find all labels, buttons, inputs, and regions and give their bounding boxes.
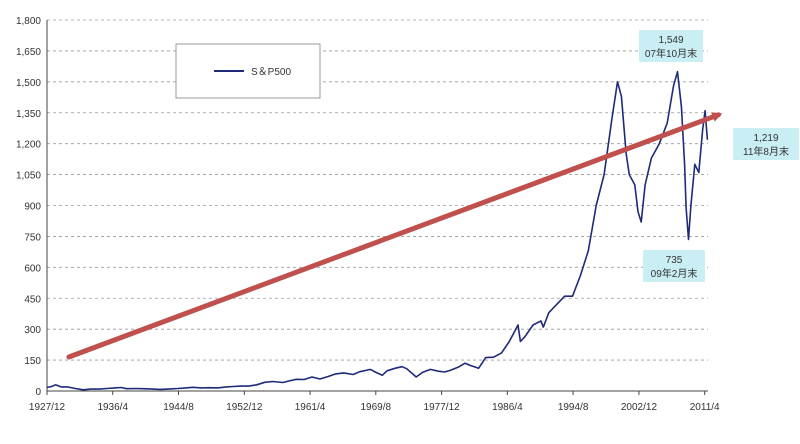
x-tick-label: 1961/4 bbox=[295, 402, 326, 413]
legend-box bbox=[175, 43, 321, 99]
y-tick-label: 600 bbox=[24, 263, 41, 274]
y-tick-label: 300 bbox=[24, 325, 41, 336]
annotation-box bbox=[733, 128, 799, 160]
y-tick-label: 450 bbox=[24, 294, 41, 305]
sp500-line bbox=[46, 70, 709, 391]
x-tick-label: 1936/4 bbox=[97, 402, 128, 413]
annotation-box bbox=[639, 30, 703, 62]
y-tick-label: 150 bbox=[24, 356, 41, 367]
axes: 0 150 300 450 600 750 900 1,050 1,200 1,350 1,500 1… bbox=[16, 16, 720, 413]
trend-arrow bbox=[66, 112, 723, 360]
annotation-date: 11年8月末 bbox=[743, 145, 789, 158]
annotation-value: 1,219 bbox=[753, 133, 778, 144]
x-tick-label: 1969/8 bbox=[361, 402, 392, 413]
x-tick-label: 1927/12 bbox=[29, 402, 66, 413]
annotation-box bbox=[643, 250, 705, 282]
x-tick-label: 1994/8 bbox=[558, 402, 589, 413]
grid-lines bbox=[47, 19, 708, 361]
x-tick-label: 2002/12 bbox=[621, 402, 658, 413]
y-tick-label: 750 bbox=[24, 232, 41, 243]
legend: S＆P500 bbox=[175, 43, 321, 99]
y-tick-label: 1,350 bbox=[16, 109, 41, 120]
series-lines bbox=[46, 70, 723, 391]
y-tick-label: 0 bbox=[35, 387, 41, 398]
y-tick-label: 1,200 bbox=[16, 140, 41, 151]
y-tick-label: 1,800 bbox=[16, 16, 41, 27]
y-tick-label: 1,650 bbox=[16, 47, 41, 58]
y-tick-label: 900 bbox=[24, 202, 41, 213]
annotation-value: 735 bbox=[666, 255, 683, 266]
annotation-date: 07年10月末 bbox=[645, 47, 697, 60]
annotation-value: 1,549 bbox=[658, 35, 683, 46]
x-tick-label: 1952/12 bbox=[226, 402, 263, 413]
x-tick-label: 2011/4 bbox=[690, 402, 720, 413]
annotation-date: 09年2月末 bbox=[651, 267, 698, 280]
y-tick-label: 1,500 bbox=[16, 78, 41, 89]
x-tick-label: 1944/8 bbox=[163, 402, 194, 413]
y-tick-label: 1,050 bbox=[16, 171, 41, 182]
x-tick-label: 1977/12 bbox=[424, 402, 461, 413]
x-tick-label: 1986/4 bbox=[492, 402, 523, 413]
legend-label: S＆P500 bbox=[251, 67, 291, 78]
